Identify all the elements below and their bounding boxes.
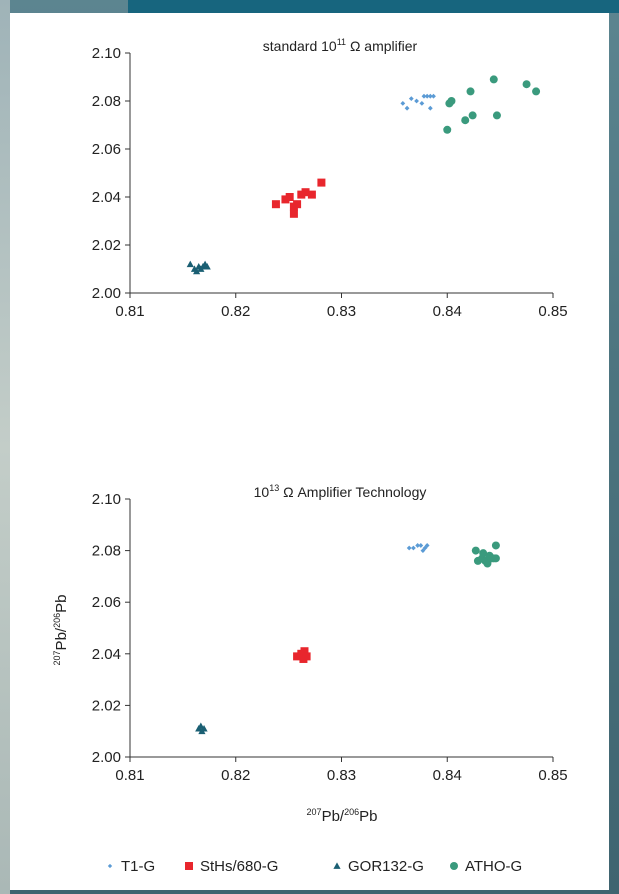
data-point-t1g [406,545,412,551]
data-point-athog [492,111,501,120]
data-point-athog [471,546,480,555]
y-tick-label: 2.00 [92,285,121,302]
x-tick-label: 0.83 [327,303,356,320]
data-point-athog [522,80,531,89]
legend-item-t1g: T1-G [107,858,155,875]
x-tick-label: 0.84 [433,767,462,784]
data-point-t1g [427,93,433,99]
data-point-sths680g [281,195,290,204]
data-point-t1g [418,543,424,548]
legend-item-athog: ATHO-G [450,858,522,875]
data-point-sths680g [317,178,326,187]
chart-top: standard 1011 Ω amplifier 2.002.022.042.… [92,37,568,320]
data-point-gor132g [197,722,205,729]
chart-bottom-points [195,541,500,735]
data-point-athog [491,554,500,563]
y-tick-label: 2.08 [92,93,121,110]
data-point-t1g [431,93,436,99]
y-tick-label: 2.04 [92,189,121,206]
data-point-t1g [400,101,406,106]
legend-marker-shape-athog [450,862,458,870]
data-point-t1g [424,543,430,548]
top-band [128,0,619,13]
chart-bottom: 1013 Ω Amplifier Technology 2.00 2.02 2.04… [52,483,568,825]
legend-label-gor132g: GOR132-G [348,858,424,875]
x-tick-label: 0.83 [327,767,356,784]
legend-label-athog: ATHO-G [465,858,522,875]
legend-marker-shape-sths680g [185,862,193,870]
x-tick-label: 0.85 [538,303,567,320]
legend-marker-sths680g [185,862,193,870]
legend-item-sths680g: StHs/680-G [185,858,278,875]
data-point-sths680g [301,188,310,197]
data-point-t1g [419,101,425,106]
data-point-sths680g [300,647,309,656]
data-point-athog [532,87,541,96]
data-point-sths680g [302,652,311,661]
y-tick-label: 2.08 [92,543,121,560]
data-point-athog [489,75,498,84]
chart-bottom-axes: 2.00 2.02 2.04 2.06 2.08 2.10 0.81 0.82 0.83 0.84… [92,491,568,784]
x-tick-label: 0.81 [115,767,144,784]
data-point-gor132g [200,725,208,732]
data-point-athog [466,87,475,96]
y-axis-label: 207Pb/206Pb [52,595,70,666]
data-point-t1g [427,105,433,111]
data-point-t1g [411,545,416,551]
y-tick-label: 2.10 [92,491,121,508]
x-tick-label: 0.82 [221,303,250,320]
x-tick-label: 0.81 [115,303,144,320]
legend-marker-athog [450,862,458,870]
legend-item-gor132g: GOR132-G [333,858,424,875]
legend: T1-G StHs/680-G GOR132-G ATHO-G [107,858,522,875]
data-point-athog [468,111,477,120]
legend-label-sths680g: StHs/680-G [200,858,278,875]
y-tick-label: 2.06 [92,141,121,158]
chart-top-axes: 2.00 2.02 2.04 2.06 2.08 2.10 0.81 0.82 0.83 0.84… [92,45,568,320]
data-point-athog [479,549,488,558]
data-point-t1g [424,93,430,99]
data-point-sths680g [271,200,280,209]
x-tick-label: 0.84 [433,303,462,320]
legend-marker-shape-gor132g [333,862,341,869]
y-tick-label: 2.00 [92,749,121,766]
y-tick-label: 2.06 [92,594,121,611]
data-point-sths680g [293,200,302,209]
data-point-t1g [408,96,414,101]
data-point-sths680g [289,209,298,218]
data-point-gor132g [193,267,201,275]
chart-top-title: standard 1011 Ω amplifier [263,37,418,54]
y-tick-label: 2.10 [92,45,121,62]
y-tick-label: 2.04 [92,646,121,663]
y-tick-label: 2.02 [92,697,121,714]
x-axis-label: 207Pb/206Pb [307,807,378,825]
side-stripe [0,0,10,894]
x-tick-label: 0.82 [221,767,250,784]
data-point-athog [443,125,452,134]
data-point-sths680g [307,190,316,199]
data-point-t1g [415,543,421,548]
legend-marker-t1g [107,863,113,869]
data-point-sths680g [285,193,294,201]
data-point-t1g [414,98,419,104]
legend-marker-gor132g [333,862,341,869]
data-point-athog [461,116,470,125]
chart-top-points [186,75,541,275]
data-point-t1g [404,105,410,111]
data-point-sths680g [297,190,306,199]
chart-bottom-title: 1013 Ω Amplifier Technology [254,483,427,500]
y-tick-label: 2.02 [92,237,121,254]
x-tick-label: 0.85 [538,767,567,784]
data-point-t1g [421,93,427,99]
chart-panel [10,13,609,890]
legend-label-t1g: T1-G [121,858,155,875]
data-point-sths680g [293,652,302,661]
data-point-gor132g [186,260,194,268]
data-point-gor132g [203,263,211,270]
legend-marker-shape-t1g [107,863,113,869]
data-point-athog [491,541,500,550]
data-point-athog [447,97,456,105]
